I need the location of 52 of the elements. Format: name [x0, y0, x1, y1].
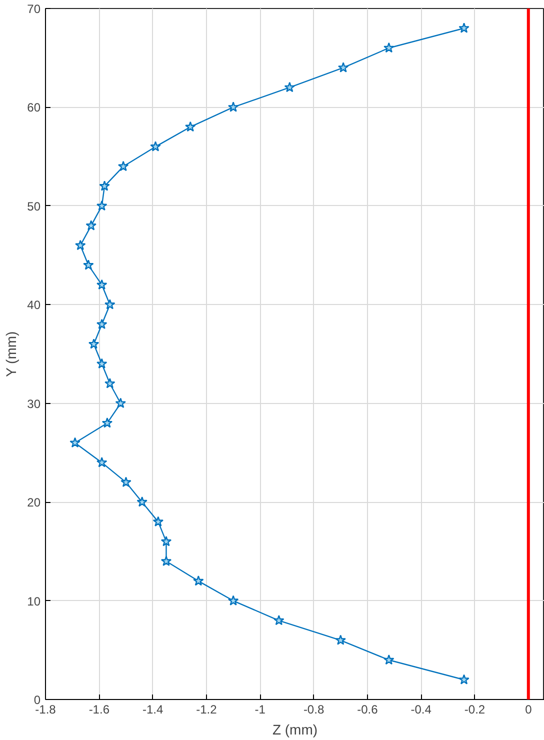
- point: [284, 82, 295, 92]
- point: [118, 160, 129, 172]
- point: [136, 496, 148, 507]
- point: [458, 22, 470, 33]
- y-tick-label: 70: [27, 2, 41, 16]
- point: [99, 180, 110, 191]
- x-tick-label: -1.2: [196, 702, 218, 716]
- x-tick-label: -0.2: [464, 702, 486, 716]
- y-tick-label: 10: [27, 594, 41, 608]
- point: [150, 141, 161, 152]
- point: [160, 536, 172, 546]
- point: [104, 299, 116, 310]
- x-tick-label: 0: [525, 702, 532, 716]
- point: [75, 240, 86, 250]
- point: [335, 634, 346, 645]
- point: [86, 220, 96, 230]
- point: [88, 338, 100, 349]
- point: [96, 456, 108, 468]
- point: [384, 42, 394, 53]
- point: [96, 279, 108, 290]
- point: [102, 418, 113, 428]
- point: [185, 121, 196, 132]
- x-tick-label: -1.6: [88, 702, 110, 716]
- point: [104, 378, 116, 388]
- point: [338, 62, 349, 72]
- point: [274, 614, 284, 626]
- y-tick-label: 30: [27, 396, 41, 411]
- point: [193, 575, 204, 586]
- x-tick-label: -0.6: [357, 702, 378, 716]
- point: [458, 674, 470, 684]
- y-tick-label: 60: [27, 100, 41, 115]
- x-tick-label: -0.4: [410, 702, 432, 716]
- x-tick-label: -1.4: [142, 702, 164, 716]
- x-tick-label: -1: [254, 702, 266, 716]
- point: [152, 516, 164, 526]
- x-tick-label: -0.8: [303, 702, 324, 716]
- point: [160, 556, 172, 566]
- point: [96, 358, 108, 369]
- point: [70, 437, 80, 448]
- point: [83, 260, 94, 270]
- point: [120, 476, 132, 487]
- point: [228, 595, 239, 606]
- point: [96, 200, 108, 211]
- point: [228, 102, 239, 112]
- y-tick-label: 40: [27, 298, 41, 312]
- y-axis-title: Y (mm): [3, 331, 20, 377]
- point: [96, 318, 108, 330]
- point: [384, 654, 394, 665]
- x-axis-title: Z (mm): [272, 722, 318, 738]
- y-tick-label: 50: [27, 199, 41, 214]
- point: [115, 398, 126, 408]
- y-tick-label: 20: [27, 496, 41, 510]
